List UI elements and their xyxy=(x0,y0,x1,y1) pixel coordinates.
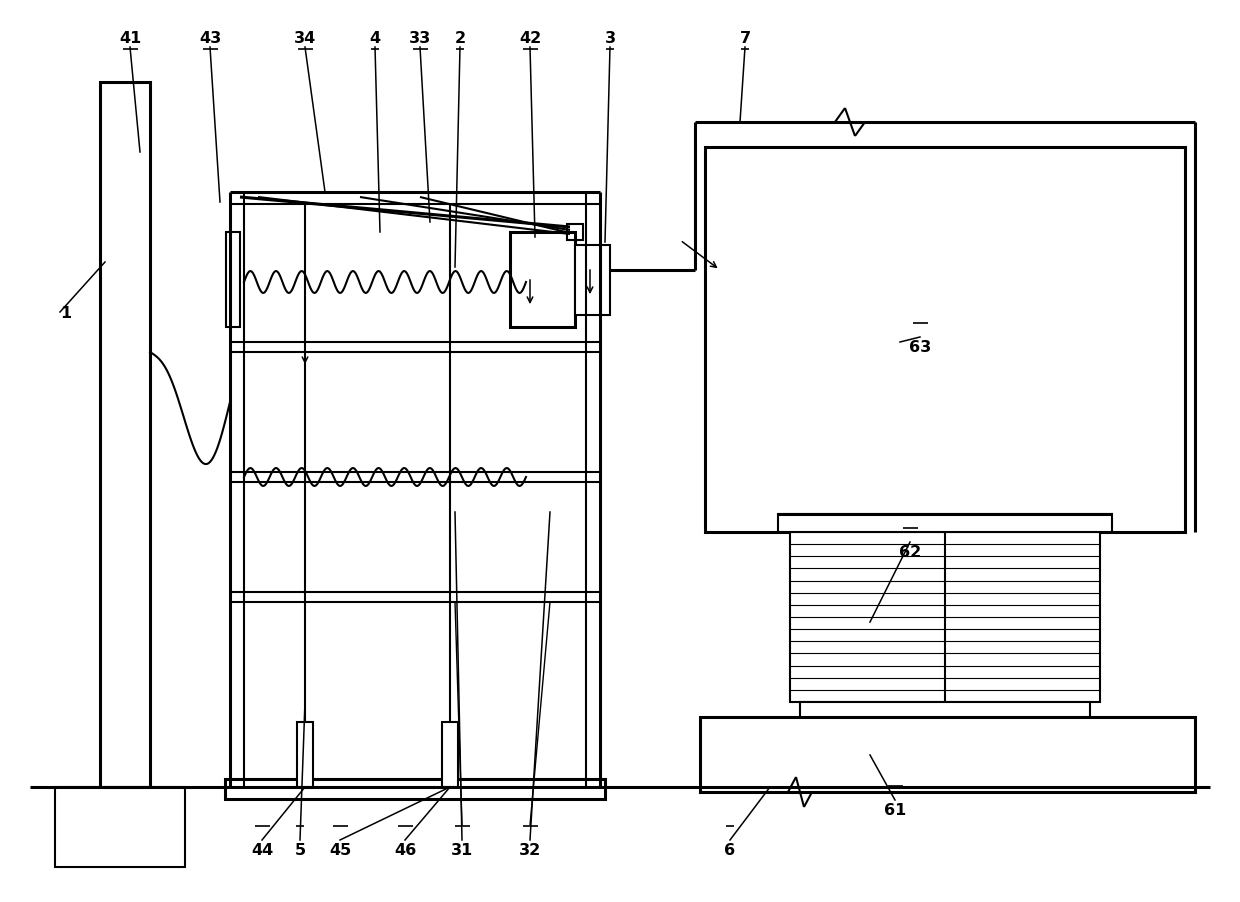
Bar xyxy=(777,514,1112,532)
Bar xyxy=(567,225,583,241)
Text: 1: 1 xyxy=(60,305,71,320)
Text: 45: 45 xyxy=(329,842,351,857)
Bar xyxy=(706,148,1185,532)
Bar xyxy=(226,233,241,327)
Text: 61: 61 xyxy=(884,802,906,817)
Bar xyxy=(55,787,185,867)
Bar xyxy=(701,717,1195,792)
Bar xyxy=(224,779,605,799)
Text: 6: 6 xyxy=(724,842,735,857)
Text: 31: 31 xyxy=(451,842,474,857)
Bar xyxy=(790,532,1100,703)
Text: 7: 7 xyxy=(739,31,750,46)
Text: 62: 62 xyxy=(899,545,921,559)
Text: 3: 3 xyxy=(604,31,615,46)
Text: 63: 63 xyxy=(909,340,931,354)
Text: 34: 34 xyxy=(294,31,316,46)
Text: 44: 44 xyxy=(250,842,273,857)
Text: 46: 46 xyxy=(394,842,417,857)
Text: 5: 5 xyxy=(294,842,305,857)
Text: 33: 33 xyxy=(409,31,432,46)
Text: 41: 41 xyxy=(119,31,141,46)
Text: 43: 43 xyxy=(198,31,221,46)
Bar xyxy=(800,703,1090,720)
Bar xyxy=(100,83,150,787)
Bar xyxy=(575,245,610,316)
Bar xyxy=(298,723,312,787)
Text: 4: 4 xyxy=(370,31,381,46)
Text: 42: 42 xyxy=(518,31,541,46)
Text: 32: 32 xyxy=(518,842,541,857)
Bar xyxy=(510,233,575,327)
Text: 2: 2 xyxy=(454,31,465,46)
Bar xyxy=(441,723,458,787)
